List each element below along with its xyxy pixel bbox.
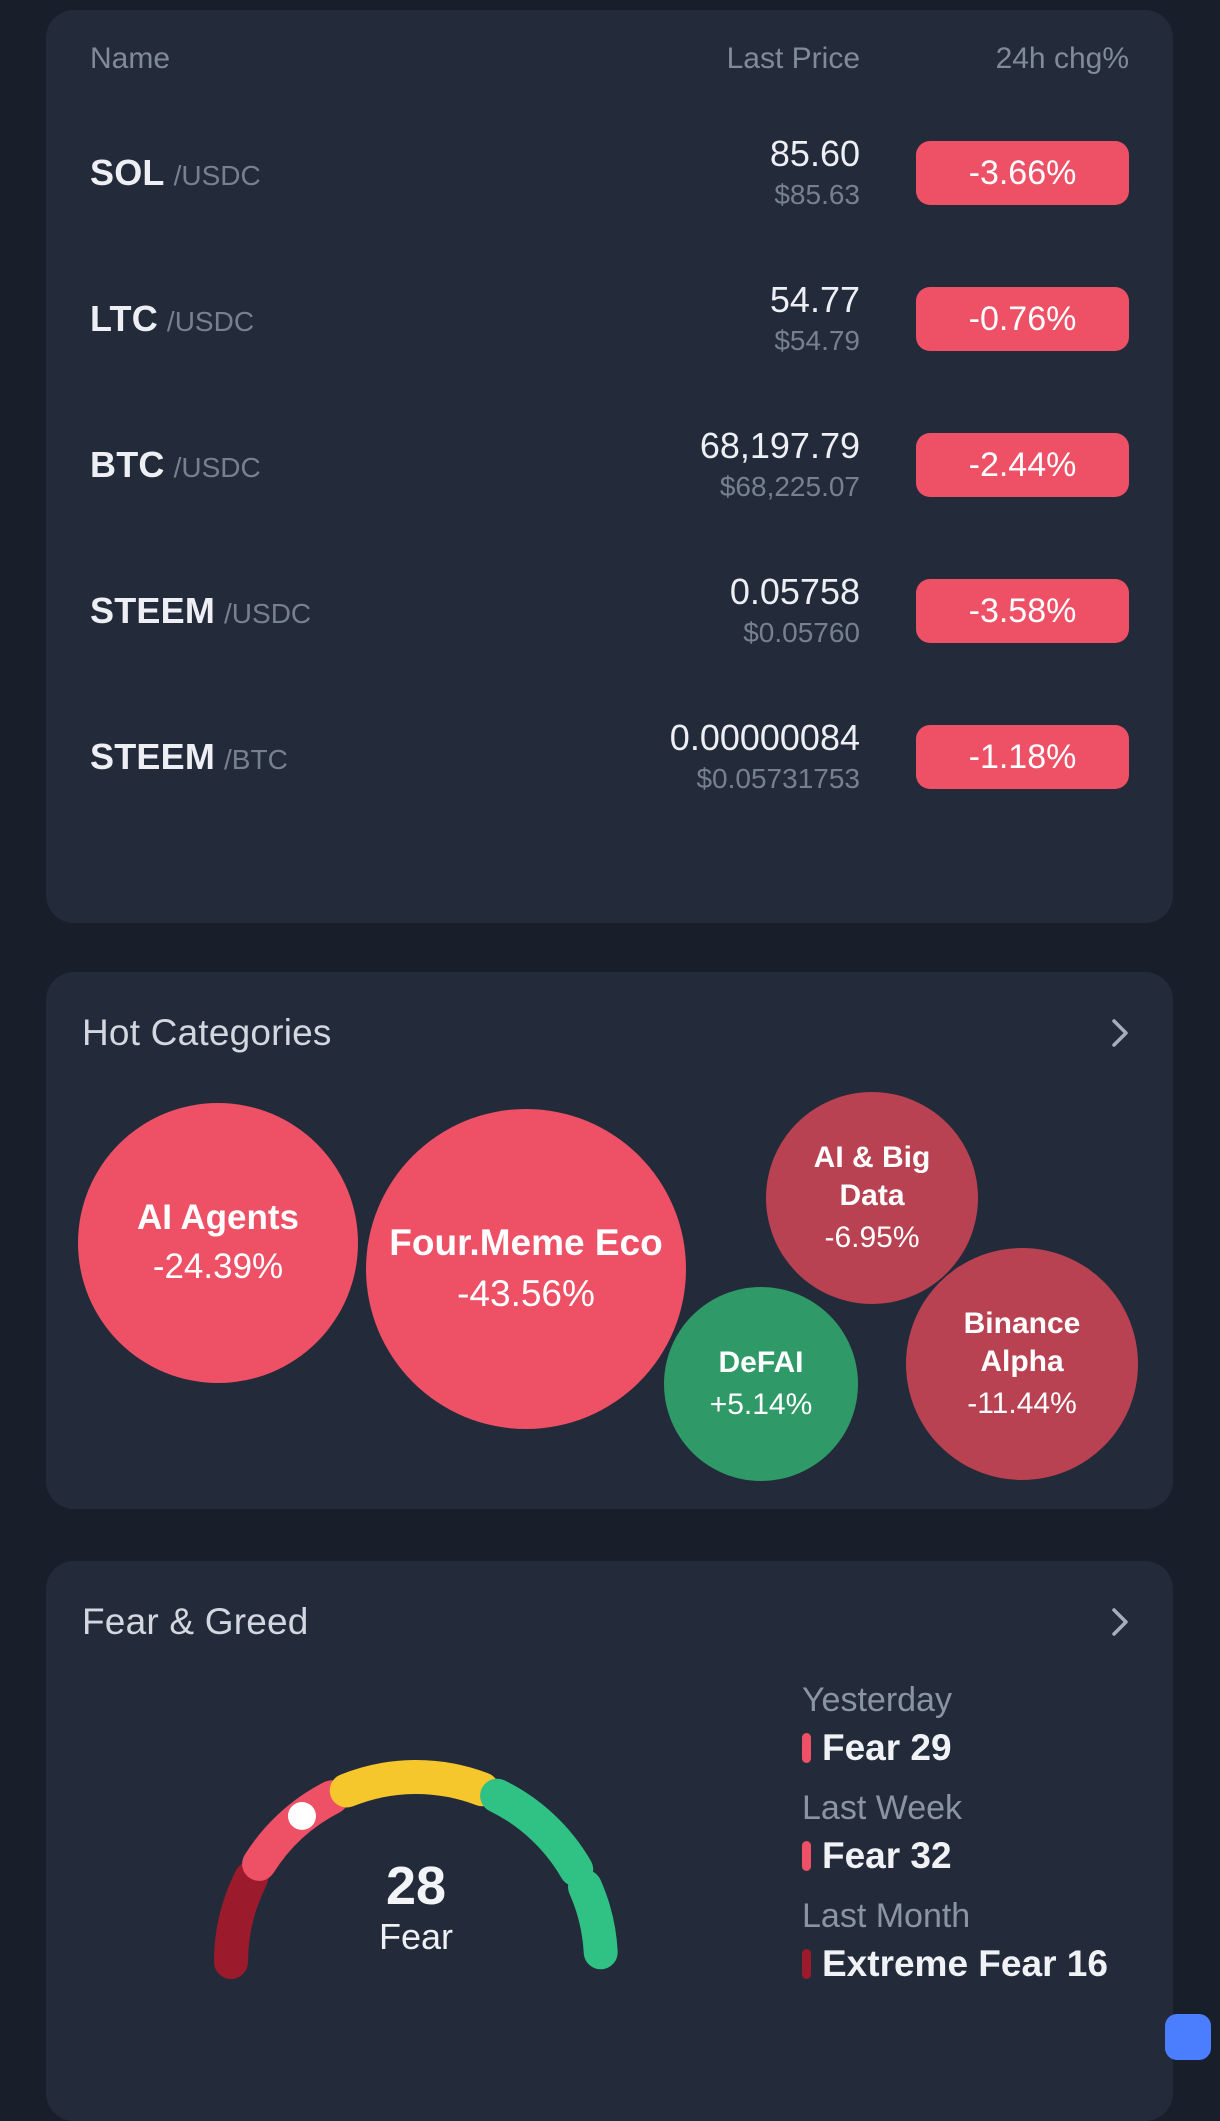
pair: /USDC bbox=[173, 452, 261, 483]
history-item-last-week: Last Week Fear 32 bbox=[802, 1787, 1108, 1878]
fear-greed-header[interactable]: Fear & Greed bbox=[46, 1561, 1173, 1643]
chevron-right-icon bbox=[1112, 1019, 1128, 1047]
history-value: Fear 32 bbox=[822, 1835, 952, 1876]
fiat-price: $68,225.07 bbox=[719, 471, 860, 502]
change-badge: -2.44% bbox=[916, 433, 1129, 497]
pair: /BTC bbox=[224, 744, 288, 775]
bubble-change: -24.39% bbox=[152, 1247, 284, 1287]
category-bubble-field: AI Agents -24.39% Four.Meme Eco -43.56% … bbox=[46, 972, 1173, 1509]
history-bar-icon bbox=[802, 1733, 811, 1763]
bubble-defai[interactable]: DeFAI +5.14% bbox=[664, 1287, 858, 1481]
hot-categories-panel: Hot Categories AI Agents -24.39% Four.Me… bbox=[46, 972, 1173, 1509]
watchlist-row-btc-usdc[interactable]: BTC /USDC 68,197.79 $68,225.07 -2.44% bbox=[90, 392, 1129, 538]
change-badge: -1.18% bbox=[916, 725, 1129, 789]
fear-greed-gauge: 28 Fear bbox=[196, 1744, 636, 1994]
fear-greed-panel: Fear & Greed 28 Fear Yesterday bbox=[46, 1561, 1173, 2121]
bubble-ai-big-data[interactable]: AI & Big Data -6.95% bbox=[766, 1092, 978, 1304]
symbol: SOL bbox=[90, 152, 165, 193]
gauge-segment-fear bbox=[242, 1780, 349, 1881]
fiat-price: $85.63 bbox=[774, 179, 860, 210]
history-period: Last Month bbox=[802, 1897, 971, 1935]
watchlist-row-sol-usdc[interactable]: SOL /USDC 85.60 $85.63 -3.66% bbox=[90, 100, 1129, 246]
bubble-four-meme-eco[interactable]: Four.Meme Eco -43.56% bbox=[366, 1109, 686, 1429]
bubble-name: Four.Meme Eco bbox=[389, 1221, 663, 1263]
bubble-name: DeFAI bbox=[718, 1345, 804, 1379]
watchlist-header: Name Last Price 24h chg% bbox=[90, 42, 1129, 76]
bubble-binance-alpha[interactable]: Binance Alpha -11.44% bbox=[906, 1248, 1138, 1480]
fiat-price: $0.05731753 bbox=[696, 763, 860, 794]
column-header-change: 24h chg% bbox=[995, 42, 1129, 75]
bubble-change: -6.95% bbox=[824, 1221, 920, 1254]
bubble-name: Binance Alpha bbox=[963, 1307, 1081, 1378]
symbol: STEEM bbox=[90, 736, 216, 777]
watchlist-panel: Name Last Price 24h chg% SOL /USDC 85.60… bbox=[46, 10, 1173, 923]
history-bar-icon bbox=[802, 1949, 811, 1979]
change-badge: -3.66% bbox=[916, 141, 1129, 205]
fiat-price: $0.05760 bbox=[743, 617, 860, 648]
gauge-segment-extreme-fear bbox=[214, 1861, 269, 1979]
gauge-segment-neutral bbox=[329, 1760, 500, 1808]
history-value: Extreme Fear 16 bbox=[822, 1943, 1108, 1984]
pair: /USDC bbox=[166, 306, 255, 337]
hot-categories-header[interactable]: Hot Categories bbox=[46, 972, 1173, 1054]
pair: /USDC bbox=[224, 598, 312, 629]
gauge-label: Fear bbox=[378, 1916, 454, 1957]
history-period: Last Week bbox=[802, 1789, 963, 1827]
last-price: 85.60 bbox=[769, 133, 860, 174]
section-title: Hot Categories bbox=[82, 1012, 332, 1053]
column-header-name: Name bbox=[90, 42, 171, 75]
history-period: Yesterday bbox=[802, 1681, 952, 1719]
fear-greed-history: Yesterday Fear 29 Last Week Fear 32 Last… bbox=[802, 1679, 1108, 2003]
gauge-needle-dot bbox=[288, 1802, 316, 1830]
gauge-segment-greed bbox=[480, 1778, 594, 1887]
bubble-name: AI & Big Data bbox=[813, 1141, 931, 1212]
symbol: BTC bbox=[90, 444, 165, 485]
watchlist-row-ltc-usdc[interactable]: LTC /USDC 54.77 $54.79 -0.76% bbox=[90, 246, 1129, 392]
section-title: Fear & Greed bbox=[82, 1601, 309, 1642]
watchlist-rows: SOL /USDC 85.60 $85.63 -3.66% LTC / bbox=[90, 100, 1129, 830]
history-value: Fear 29 bbox=[822, 1727, 952, 1768]
bubble-ai-agents[interactable]: AI Agents -24.39% bbox=[78, 1103, 358, 1383]
watchlist-row-steem-usdc[interactable]: STEEM /USDC 0.05758 $0.05760 -3.58% bbox=[90, 538, 1129, 684]
pair: /USDC bbox=[173, 160, 261, 191]
last-price: 68,197.79 bbox=[699, 425, 860, 466]
last-price: 0.00000084 bbox=[669, 717, 860, 758]
gauge-segment-extreme-greed bbox=[568, 1869, 618, 1970]
change-badge: -0.76% bbox=[916, 287, 1129, 351]
change-badge: -3.58% bbox=[916, 579, 1129, 643]
last-price: 0.05758 bbox=[729, 571, 860, 612]
symbol: STEEM bbox=[90, 590, 216, 631]
gauge-value: 28 bbox=[385, 1856, 447, 1916]
bottom-right-accent[interactable] bbox=[1165, 2014, 1211, 2060]
column-header-last-price: Last Price bbox=[726, 42, 860, 75]
bubble-change: -43.56% bbox=[457, 1273, 595, 1315]
fiat-price: $54.79 bbox=[774, 325, 860, 356]
history-item-last-month: Last Month Extreme Fear 16 bbox=[802, 1895, 1108, 1986]
history-bar-icon bbox=[802, 1841, 811, 1871]
bubble-change: +5.14% bbox=[709, 1388, 813, 1422]
bubble-change: -11.44% bbox=[967, 1387, 1077, 1420]
bubble-name: AI Agents bbox=[136, 1198, 300, 1238]
chevron-right-icon bbox=[1112, 1608, 1128, 1636]
watchlist-row-steem-btc[interactable]: STEEM /BTC 0.00000084 $0.05731753 -1.18% bbox=[90, 684, 1129, 830]
history-item-yesterday: Yesterday Fear 29 bbox=[802, 1679, 1108, 1770]
last-price: 54.77 bbox=[769, 279, 860, 320]
symbol: LTC bbox=[90, 298, 158, 339]
